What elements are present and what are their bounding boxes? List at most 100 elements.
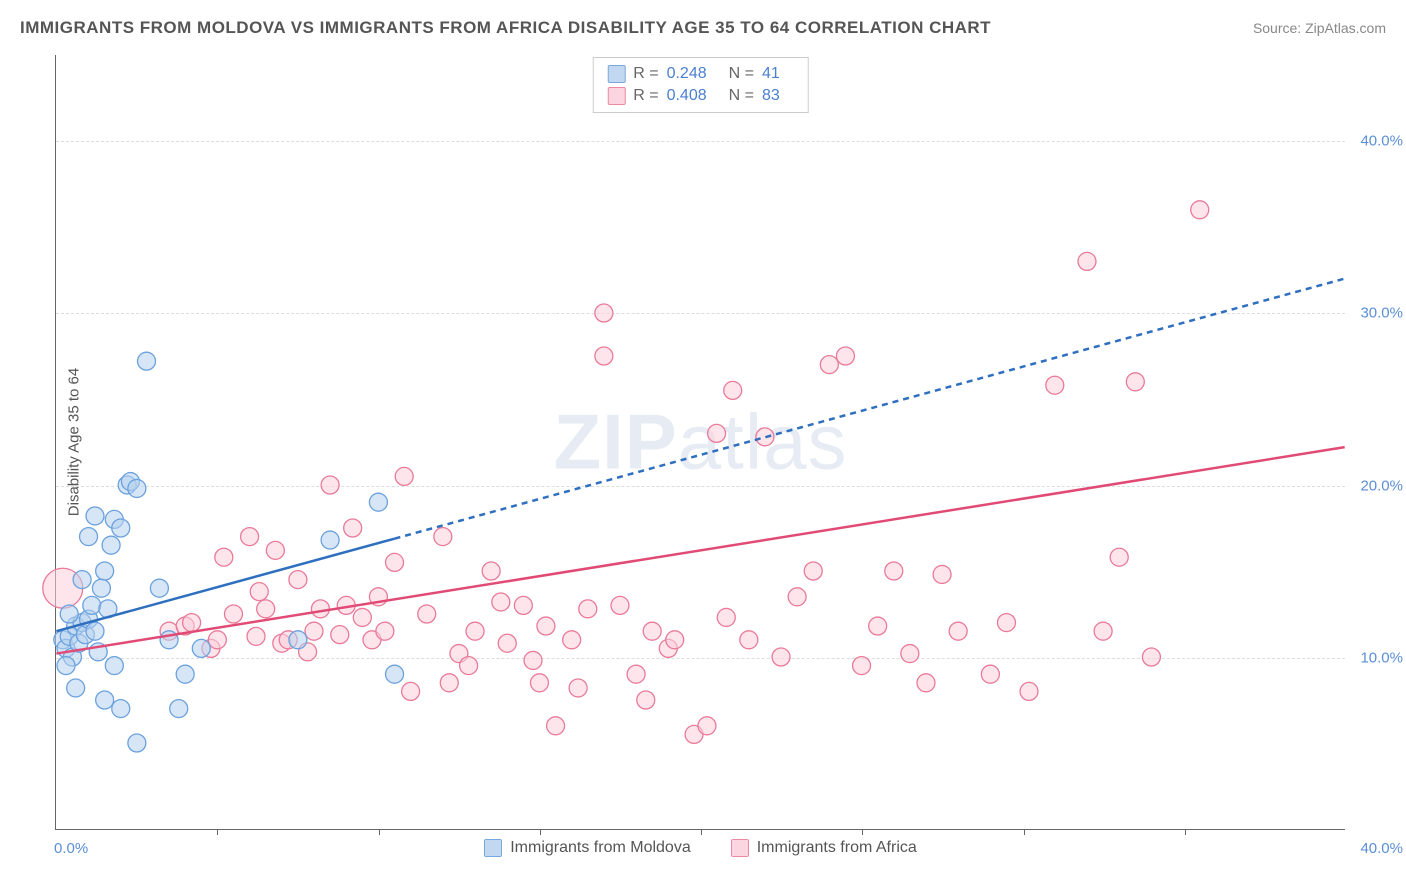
x-max-label: 40.0%: [1360, 840, 1403, 857]
scatter-point: [434, 528, 452, 546]
legend-item-0: Immigrants from Moldova: [484, 839, 691, 857]
xtick: [701, 829, 702, 835]
scatter-point: [981, 665, 999, 683]
scatter-point: [247, 627, 265, 645]
scatter-point: [83, 596, 101, 614]
scatter-point: [949, 622, 967, 640]
ytick-label: 20.0%: [1353, 477, 1403, 494]
scatter-point: [102, 536, 120, 554]
scatter-point: [643, 622, 661, 640]
chart-title: IMMIGRANTS FROM MOLDOVA VS IMMIGRANTS FR…: [20, 18, 991, 38]
legend-label-1: Immigrants from Africa: [757, 839, 917, 857]
scatter-point: [80, 528, 98, 546]
xtick: [1024, 829, 1025, 835]
scatter-point: [57, 657, 75, 675]
scatter-point: [311, 600, 329, 618]
scatter-point: [128, 734, 146, 752]
scatter-point: [321, 476, 339, 494]
scatter-point: [933, 565, 951, 583]
scatter-point: [788, 588, 806, 606]
scatter-point: [321, 531, 339, 549]
scatter-point: [112, 700, 130, 718]
scatter-point: [498, 634, 516, 652]
trend-line-dashed: [395, 279, 1345, 539]
scatter-point: [60, 605, 78, 623]
scatter-point: [885, 562, 903, 580]
scatter-point: [563, 631, 581, 649]
scatter-point: [901, 645, 919, 663]
n-value-1: 83: [762, 87, 780, 105]
scatter-point: [92, 579, 110, 597]
scatter-point: [1110, 548, 1128, 566]
scatter-point: [772, 648, 790, 666]
scatter-point: [289, 631, 307, 649]
scatter-point: [611, 596, 629, 614]
scatter-point: [112, 519, 130, 537]
scatter-point: [208, 631, 226, 649]
scatter-point: [67, 679, 85, 697]
scatter-point: [266, 541, 284, 559]
scatter-point: [717, 608, 735, 626]
scatter-point: [1078, 252, 1096, 270]
scatter-point: [386, 665, 404, 683]
scatter-point: [183, 614, 201, 632]
scatter-point: [460, 657, 478, 675]
scatter-point: [176, 665, 194, 683]
scatter-point: [627, 665, 645, 683]
scatter-point: [1126, 373, 1144, 391]
legend-swatch-0: [607, 65, 625, 83]
scatter-point: [514, 596, 532, 614]
n-label: N =: [729, 65, 754, 83]
scatter-point: [869, 617, 887, 635]
trend-line-solid: [56, 447, 1344, 653]
r-label: R =: [633, 65, 658, 83]
bottom-legend: Immigrants from Moldova Immigrants from …: [56, 839, 1345, 857]
scatter-point: [86, 622, 104, 640]
scatter-svg: [56, 55, 1345, 829]
scatter-point: [138, 352, 156, 370]
scatter-point: [128, 479, 146, 497]
scatter-point: [524, 651, 542, 669]
scatter-point: [305, 622, 323, 640]
scatter-point: [73, 571, 91, 589]
scatter-point: [482, 562, 500, 580]
scatter-point: [547, 717, 565, 735]
scatter-point: [224, 605, 242, 623]
scatter-point: [369, 493, 387, 511]
scatter-point: [1020, 682, 1038, 700]
stats-row-1: R = 0.408 N = 83: [607, 85, 794, 107]
scatter-point: [257, 600, 275, 618]
xtick: [379, 829, 380, 835]
r-value-0: 0.248: [667, 65, 707, 83]
scatter-point: [418, 605, 436, 623]
scatter-point: [96, 691, 114, 709]
scatter-point: [331, 626, 349, 644]
scatter-point: [530, 674, 548, 692]
source-attribution: Source: ZipAtlas.com: [1253, 20, 1386, 36]
scatter-point: [241, 528, 259, 546]
scatter-point: [853, 657, 871, 675]
legend-item-1: Immigrants from Africa: [731, 839, 917, 857]
stats-row-0: R = 0.248 N = 41: [607, 63, 794, 85]
scatter-point: [637, 691, 655, 709]
scatter-point: [250, 583, 268, 601]
stats-legend: R = 0.248 N = 41 R = 0.408 N = 83: [592, 57, 809, 113]
scatter-point: [724, 381, 742, 399]
xtick: [862, 829, 863, 835]
scatter-point: [150, 579, 168, 597]
xtick: [1185, 829, 1186, 835]
scatter-point: [86, 507, 104, 525]
scatter-point: [579, 600, 597, 618]
n-label: N =: [729, 87, 754, 105]
xtick: [217, 829, 218, 835]
scatter-point: [917, 674, 935, 692]
scatter-point: [1142, 648, 1160, 666]
scatter-point: [708, 424, 726, 442]
ytick-label: 30.0%: [1353, 305, 1403, 322]
legend-label-0: Immigrants from Moldova: [510, 839, 691, 857]
scatter-point: [1191, 201, 1209, 219]
scatter-point: [595, 347, 613, 365]
legend-swatch-1: [607, 87, 625, 105]
scatter-point: [1046, 376, 1064, 394]
scatter-point: [386, 553, 404, 571]
